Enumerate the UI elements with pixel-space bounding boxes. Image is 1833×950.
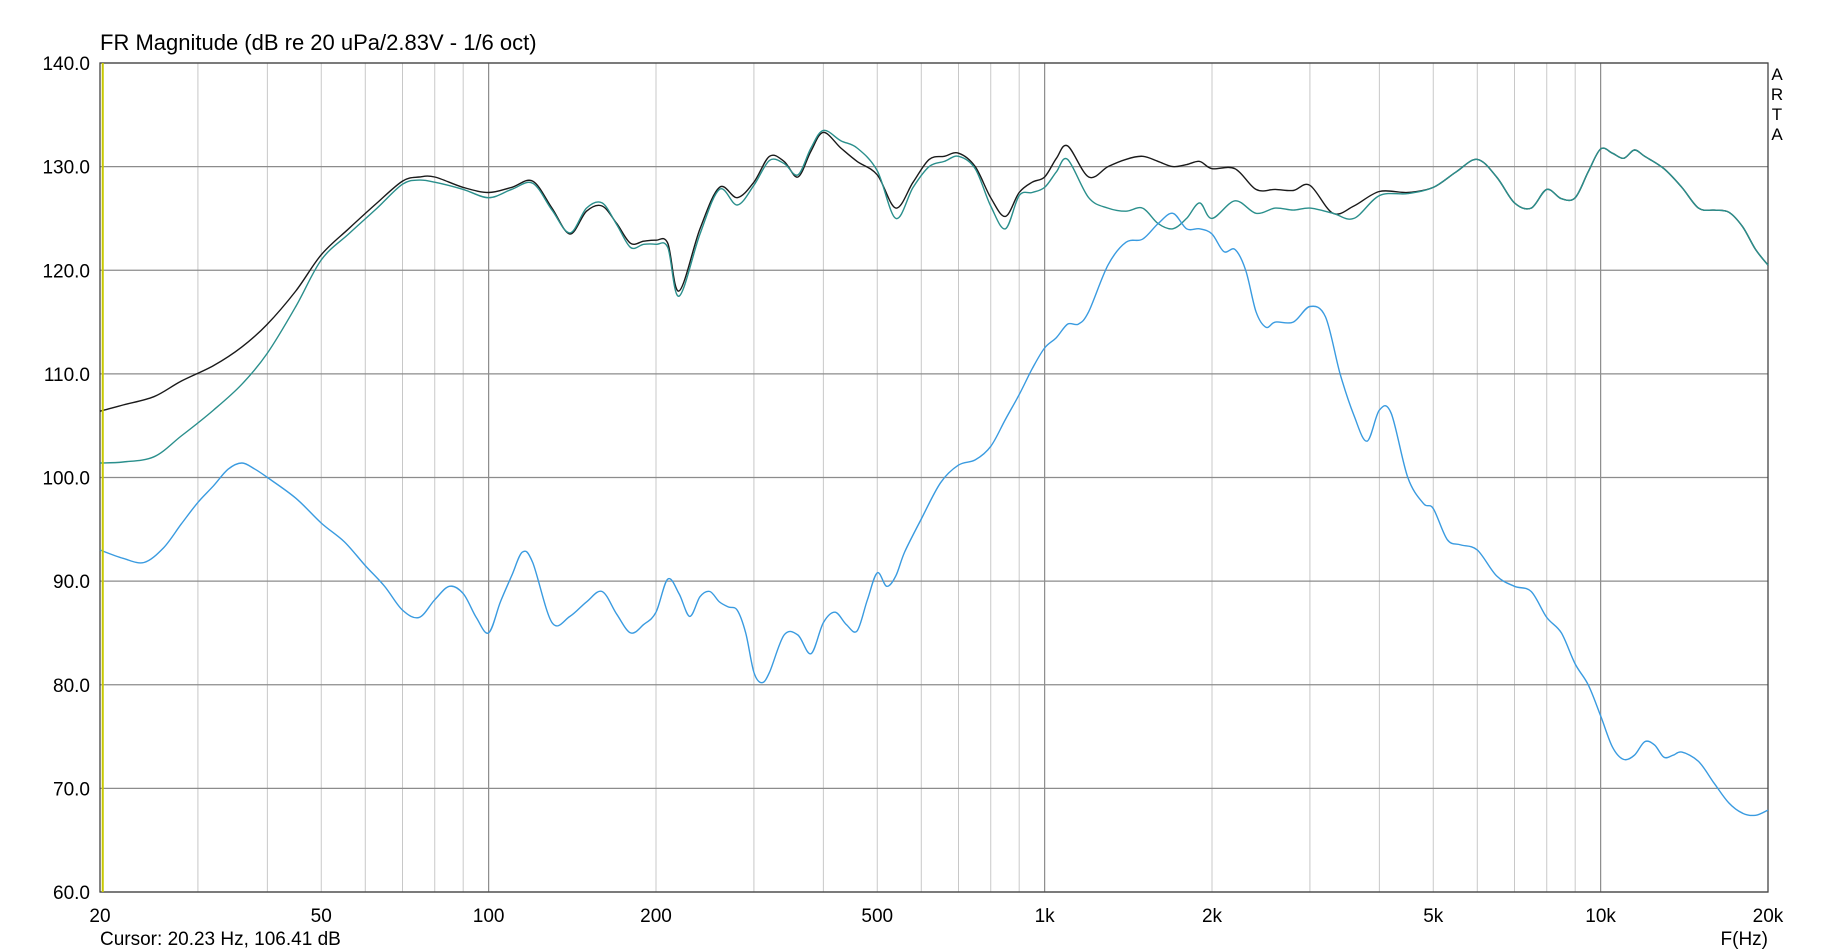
x-tick-label: 20k <box>1753 906 1784 927</box>
x-axis-label: F(Hz) <box>1721 929 1768 950</box>
x-tick-label: 20 <box>89 906 110 927</box>
y-tick-label: 70.0 <box>53 779 90 800</box>
watermark-letter: A <box>1771 65 1783 84</box>
watermark-letter: R <box>1771 85 1783 104</box>
y-tick-label: 120.0 <box>42 261 90 282</box>
y-tick-label: 130.0 <box>42 158 90 179</box>
watermark-letter: T <box>1772 105 1782 124</box>
y-tick-label: 90.0 <box>53 572 90 593</box>
series-line-3 <box>99 212 1769 817</box>
x-axis-tick-labels: 20 50 100 200 500 1k 2k 5k 10k 20k <box>89 906 1783 927</box>
x-tick-label: 200 <box>640 906 672 927</box>
cursor-readout: Cursor: 20.23 Hz, 106.41 dB <box>100 929 341 950</box>
y-tick-label: 80.0 <box>53 676 90 697</box>
series-line-2 <box>99 129 1769 464</box>
series-lines <box>99 129 1769 817</box>
x-tick-label: 1k <box>1035 906 1056 927</box>
y-tick-label: 100.0 <box>42 469 90 490</box>
y-tick-label: 110.0 <box>44 365 90 386</box>
x-tick-label: 2k <box>1202 906 1223 927</box>
watermark-letter: A <box>1771 125 1783 144</box>
x-tick-label: 100 <box>473 906 505 927</box>
x-tick-label: 500 <box>861 906 893 927</box>
y-tick-label: 140.0 <box>42 54 90 75</box>
y-tick-label: 60.0 <box>53 883 90 904</box>
y-axis-tick-labels: 60.0 70.0 80.0 90.0 100.0 110.0 120.0 130.0 140.… <box>42 54 90 904</box>
x-tick-label: 10k <box>1585 906 1616 927</box>
x-tick-label: 5k <box>1423 906 1444 927</box>
plot-frame <box>99 62 1769 893</box>
chart-title: FR Magnitude (dB re 20 uPa/2.83V - 1/6 o… <box>100 30 537 55</box>
x-tick-label: 50 <box>311 906 332 927</box>
